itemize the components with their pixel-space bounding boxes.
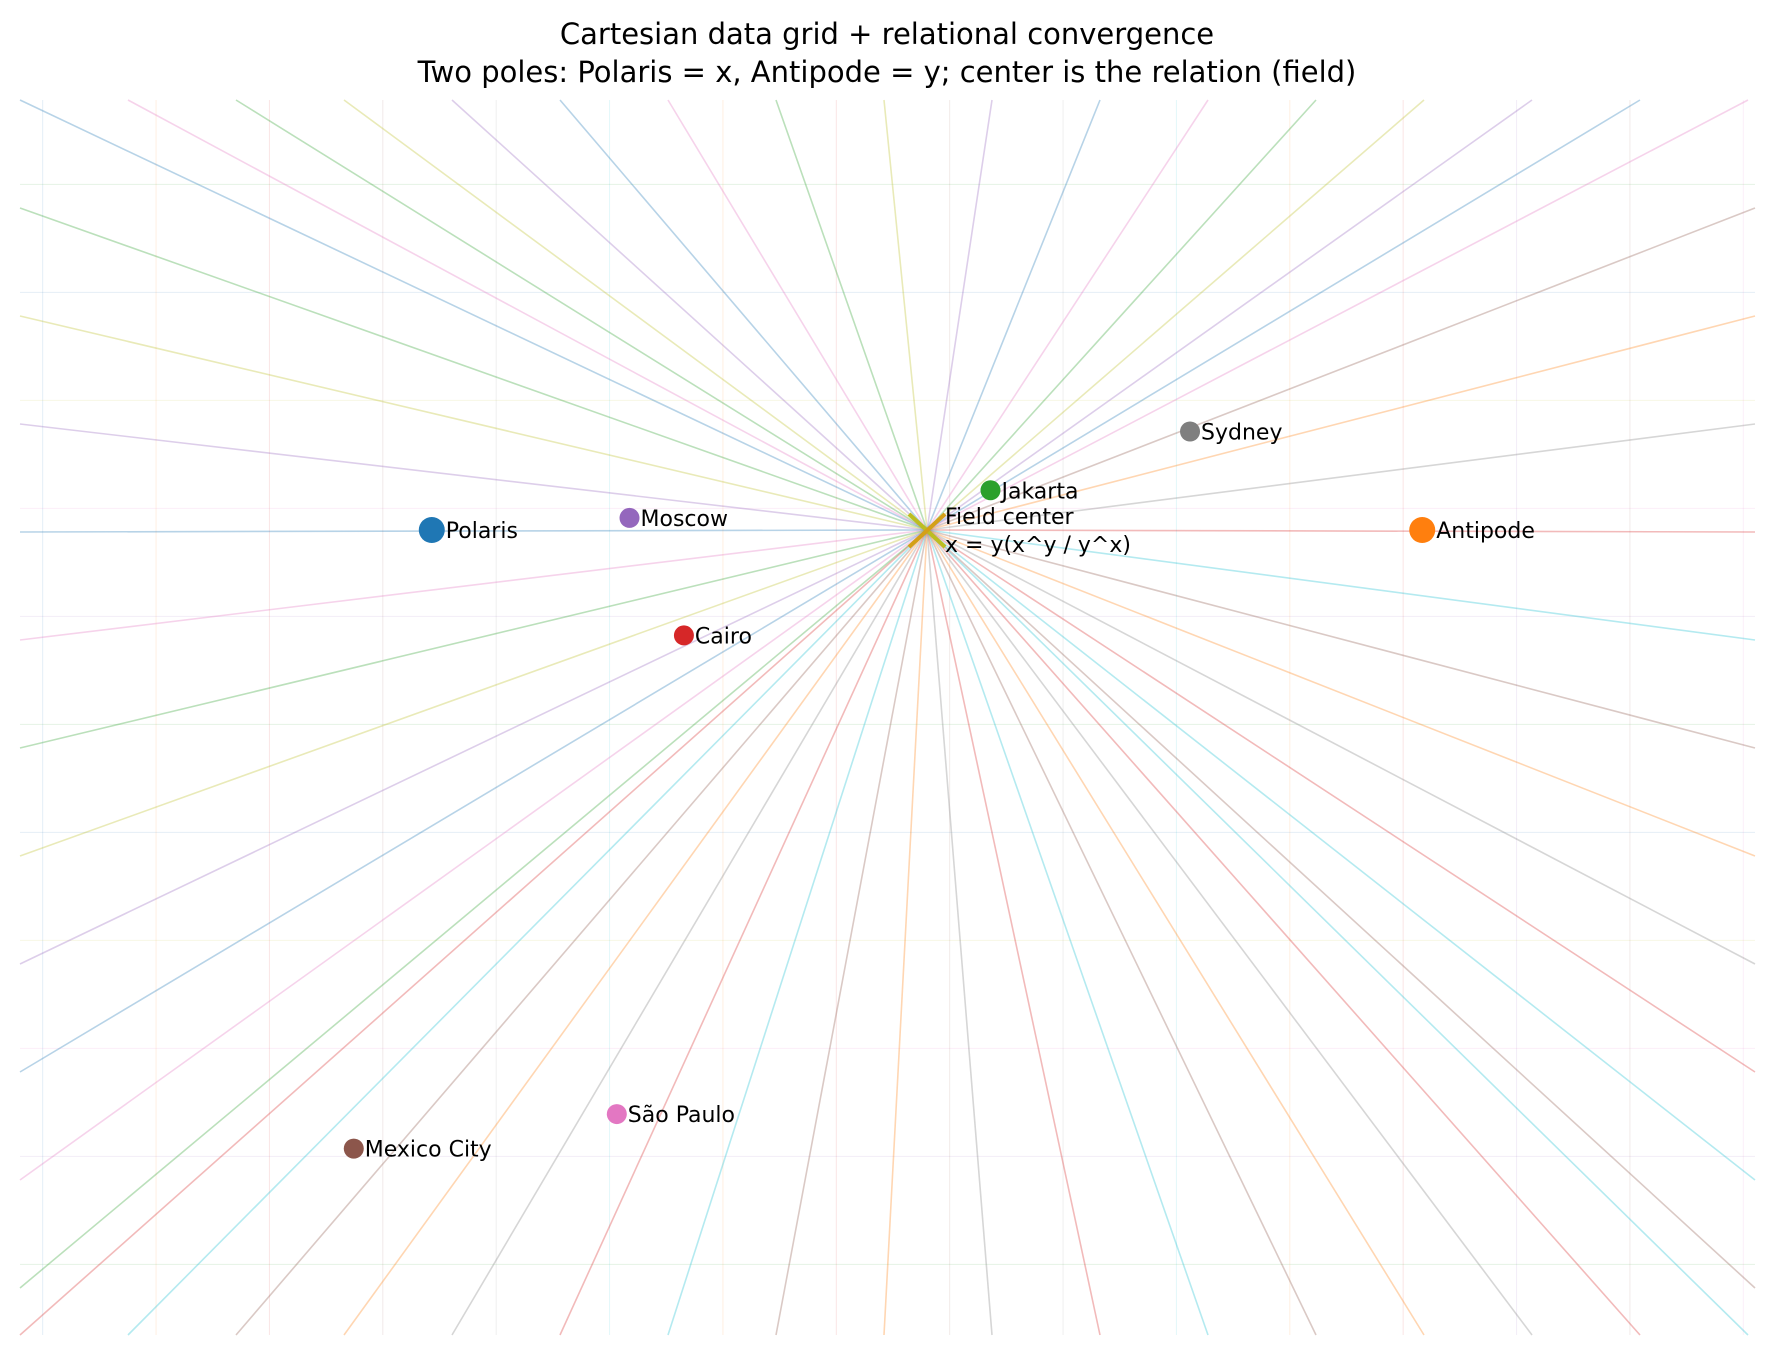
convergence-ray [19,529,928,1336]
convergence-ray [19,529,928,965]
convergence-ray [667,529,928,1336]
convergence-ray [926,529,1425,1336]
convergence-ray [559,529,928,1336]
convergence-ray [235,529,928,1336]
convergence-ray [926,529,1101,1336]
convergence-ray [926,423,1756,531]
convergence-ray [926,529,1756,1073]
convergence-ray [127,99,928,531]
point-label-s-o-paulo: São Paulo [628,1103,735,1128]
point-moscow [619,507,640,528]
convergence-ray [926,99,993,531]
convergence-ray [775,99,928,531]
convergence-ray [235,99,928,531]
point-s-o-paulo [606,1104,627,1125]
point-label-moscow: Moscow [641,507,728,532]
field-center: Field center x = y(x^y / y^x) [907,505,1131,558]
convergence-ray [127,529,928,1336]
convergence-ray [926,529,993,1336]
convergence-ray [19,529,928,641]
point-antipode [1409,517,1436,543]
convergence-ray [451,529,928,1336]
convergence-ray [343,529,928,1336]
convergence-ray [926,529,1317,1336]
convergence-ray [926,529,1756,533]
convergence-ray [667,99,928,531]
point-label-cairo: Cairo [695,624,752,649]
convergence-ray [926,529,1533,1336]
convergence-ray [926,529,1756,965]
convergence-ray [926,99,1533,531]
convergence-ray [19,529,928,1181]
convergence-ray [19,315,928,531]
convergence-ray [926,529,1756,1181]
convergence-ray [19,207,928,531]
convergence-ray [926,529,1756,1289]
convergence-ray [926,99,1101,531]
convergence-rays [19,99,1756,1336]
data-points: Polaris Antipode Moscow Cairo Jakarta Sydney S… [343,421,1535,1163]
chart-subtitle: Two poles: Polaris = x, Antipode = y; ce… [417,55,1357,89]
convergence-ray [775,529,928,1336]
convergence-ray [926,99,1749,531]
convergence-ray [926,529,1756,641]
convergence-ray [883,99,928,531]
convergence-ray [19,529,928,1073]
convergence-ray [926,99,1425,531]
point-label-polaris: Polaris [446,519,518,544]
point-jakarta [980,480,1001,501]
convergence-ray [19,99,928,531]
convergence-ray [343,99,928,531]
point-label-sydney: Sydney [1201,421,1282,446]
convergence-ray [19,529,928,533]
convergence-ray [926,315,1756,531]
convergence-ray [559,99,928,531]
convergence-ray [19,529,928,857]
point-label-jakarta: Jakarta [999,479,1078,504]
point-label-mexico-city: Mexico City [365,1138,492,1163]
center-label-line-2: x = y(x^y / y^x) [945,533,1131,558]
point-mexico-city [343,1138,364,1159]
point-label-antipode: Antipode [1436,519,1535,544]
chart-title: Cartesian data grid + relational converg… [560,17,1214,51]
convergence-ray [451,99,928,531]
convergence-ray [926,529,1641,1336]
convergence-ray [19,529,928,1289]
convergence-ray [926,529,1209,1336]
convergence-ray [19,529,928,749]
convergence-ray [883,529,928,1336]
center-label-line-1: Field center [945,505,1075,530]
convergence-ray [926,529,1749,1336]
point-sydney [1180,421,1201,442]
convergence-ray [926,207,1756,531]
convergence-ray [926,529,1756,749]
convergence-ray [926,99,1317,531]
convergence-ray [926,99,1209,531]
grid-layer [20,100,1755,1335]
convergence-ray [19,423,928,531]
convergence-ray [926,529,1756,857]
convergence-ray [926,99,1641,531]
point-cairo [673,625,694,646]
point-polaris [418,517,445,543]
center-marker-stroke-b [907,512,947,549]
